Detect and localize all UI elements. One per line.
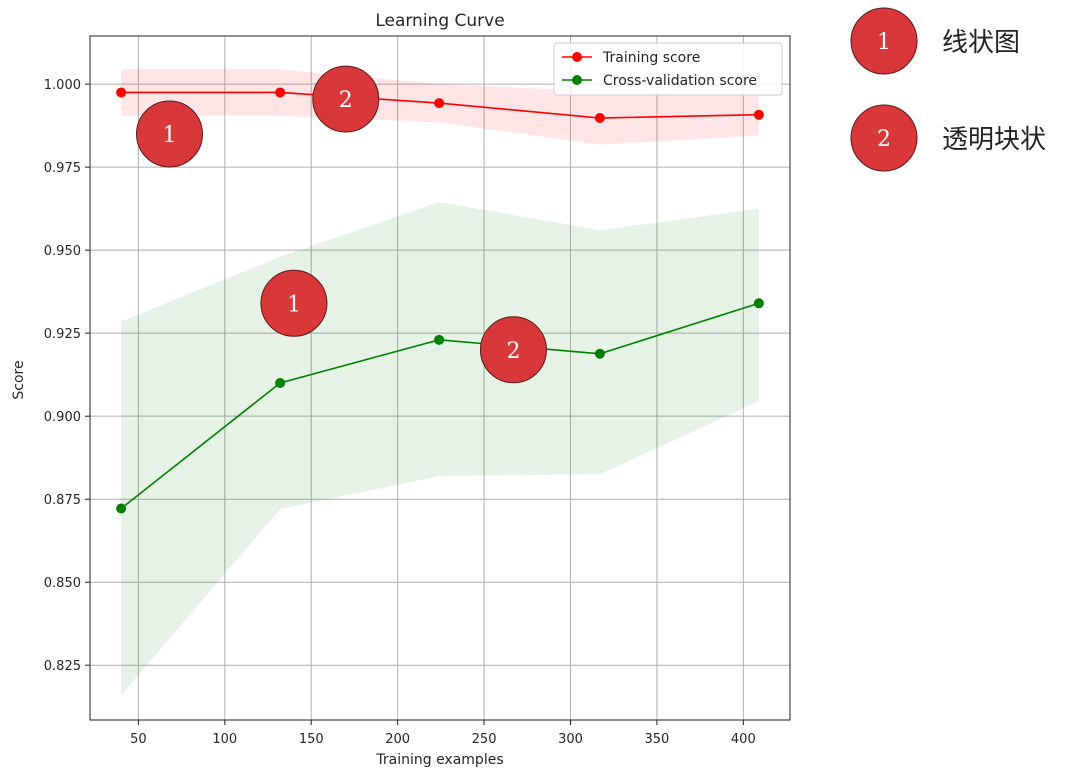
- x-tick-label: 50: [130, 732, 147, 747]
- key-item-2: 2 透明块状: [850, 104, 1046, 172]
- annotation-badge-circle: [312, 65, 380, 133]
- cv-score-point: [434, 334, 445, 345]
- annotation-badge: 1: [136, 100, 204, 168]
- annotation-badge-number: 1: [163, 123, 177, 148]
- annotation-badge-circle: [260, 269, 328, 337]
- annotation-badge-circle: [136, 100, 204, 168]
- plot-frame: [89, 35, 791, 721]
- y-tick-label: 0.850: [44, 576, 81, 591]
- y-tick-label: 0.950: [44, 244, 81, 259]
- x-axis-label: Training examples: [375, 752, 503, 768]
- x-tick-label: 300: [558, 732, 583, 747]
- annotation-badge: 1: [260, 269, 328, 337]
- y-tick-label: 0.875: [44, 493, 81, 508]
- legend-cv-marker: [572, 75, 582, 85]
- training-score-point: [753, 109, 764, 120]
- key-label-2: 透明块状: [942, 125, 1046, 155]
- y-tick-label: 0.900: [44, 410, 81, 425]
- grid: [90, 36, 790, 720]
- legend: Training score Cross-validation score: [553, 42, 783, 96]
- training-score-point: [116, 87, 127, 98]
- training-score-point: [434, 98, 445, 109]
- chart-title: Learning Curve: [375, 11, 504, 31]
- key-label-1: 线状图: [942, 28, 1020, 58]
- annotation-badge-number: 2: [506, 339, 520, 364]
- annotation-badge-number: 1: [287, 292, 301, 317]
- y-axis-ticks: 0.825 0.850 0.875 0.900 0.925 0.950 0.975 1.000: [44, 78, 90, 674]
- annotation-badges: 1 2 1 2: [136, 65, 547, 384]
- y-tick-label: 0.925: [44, 327, 81, 342]
- x-tick-label: 400: [731, 732, 756, 747]
- training-score-point: [275, 87, 286, 98]
- plot-area: 1 2 1 2: [89, 35, 791, 721]
- cv-score-point: [594, 348, 605, 359]
- x-axis-ticks: 50 100 150 200 250 300 350 400: [130, 720, 756, 747]
- key-badge-2-number: 2: [877, 127, 891, 152]
- x-tick-label: 350: [644, 732, 669, 747]
- annotation-badge: 2: [479, 316, 547, 384]
- annotation-badge: 2: [312, 65, 380, 133]
- annotation-key: 1 线状图 2 透明块状: [850, 7, 1046, 172]
- x-tick-label: 100: [212, 732, 237, 747]
- x-tick-label: 250: [472, 732, 497, 747]
- x-tick-label: 200: [385, 732, 410, 747]
- y-tick-label: 1.000: [44, 78, 81, 93]
- key-badge-1-number: 1: [877, 30, 891, 55]
- key-badge-2: [850, 104, 918, 172]
- annotation-badge-number: 2: [339, 88, 353, 113]
- cv-score-point: [753, 298, 764, 309]
- series-lines: [116, 87, 764, 514]
- y-axis-label: Score: [11, 360, 27, 399]
- x-tick-label: 150: [299, 732, 324, 747]
- cv-score-point: [116, 503, 127, 514]
- cv-score-point: [275, 377, 286, 388]
- annotation-badge-circle: [479, 316, 547, 384]
- key-badge-1: [850, 7, 918, 75]
- legend-box: [553, 42, 783, 96]
- key-item-1: 1 线状图: [850, 7, 1020, 75]
- legend-training-label: Training score: [602, 50, 700, 66]
- training-score-point: [594, 113, 605, 124]
- legend-training-marker: [572, 52, 582, 62]
- y-tick-label: 0.825: [44, 659, 81, 674]
- y-tick-label: 0.975: [44, 161, 81, 176]
- legend-cv-label: Cross-validation score: [603, 73, 757, 89]
